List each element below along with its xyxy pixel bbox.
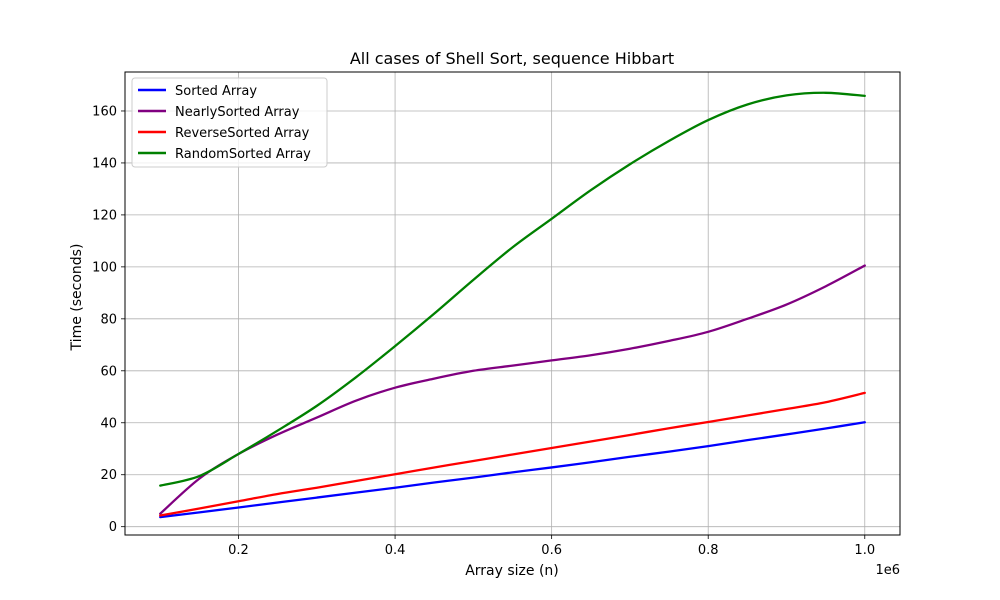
- chart-title: All cases of Shell Sort, sequence Hibbar…: [350, 49, 674, 68]
- legend-label-sorted: Sorted Array: [175, 84, 257, 99]
- y-tick-label: 100: [92, 260, 117, 275]
- series-lines: [159, 91, 866, 519]
- series-line-random-sorted: [159, 91, 866, 487]
- y-tick-label: 140: [92, 156, 117, 171]
- legend-box: [131, 77, 328, 168]
- y-tick-label: 20: [100, 468, 117, 483]
- y-axis-label: Time (seconds): [69, 244, 85, 352]
- y-tick-label: 60: [100, 364, 117, 379]
- x-axis-offset-label: 1e6: [875, 563, 900, 578]
- series-line-nearly-sorted: [159, 264, 866, 515]
- x-tick-label: 0.4: [385, 543, 406, 558]
- x-tick-label: 0.6: [541, 543, 562, 558]
- x-tick-label: 1.0: [854, 543, 875, 558]
- y-tick-label: 80: [100, 312, 117, 327]
- y-tick-label: 160: [92, 104, 117, 119]
- y-tick-label: 40: [100, 416, 117, 431]
- x-tick-label: 0.2: [228, 543, 249, 558]
- y-tick-label: 120: [92, 208, 117, 223]
- axis-ticks: 0.2 0.4 0.6 0.8 1.0 0 20 40 60 80 100 120 140 160: [92, 104, 875, 558]
- grid-lines: [125, 72, 900, 535]
- x-axis-label: Array size (n): [465, 563, 559, 579]
- y-tick-label: 0: [109, 520, 117, 535]
- legend-label-reverse-sorted: ReverseSorted Array: [175, 126, 310, 141]
- plot-area-frame: [124, 71, 901, 536]
- legend-label-nearly-sorted: NearlySorted Array: [175, 105, 300, 120]
- x-tick-label: 0.8: [698, 543, 719, 558]
- series-line-reverse-sorted: [159, 391, 866, 517]
- legend: Sorted Array NearlySorted Array ReverseS…: [131, 77, 328, 168]
- series-line-sorted: [159, 421, 866, 519]
- legend-label-random-sorted: RandomSorted Array: [175, 147, 311, 162]
